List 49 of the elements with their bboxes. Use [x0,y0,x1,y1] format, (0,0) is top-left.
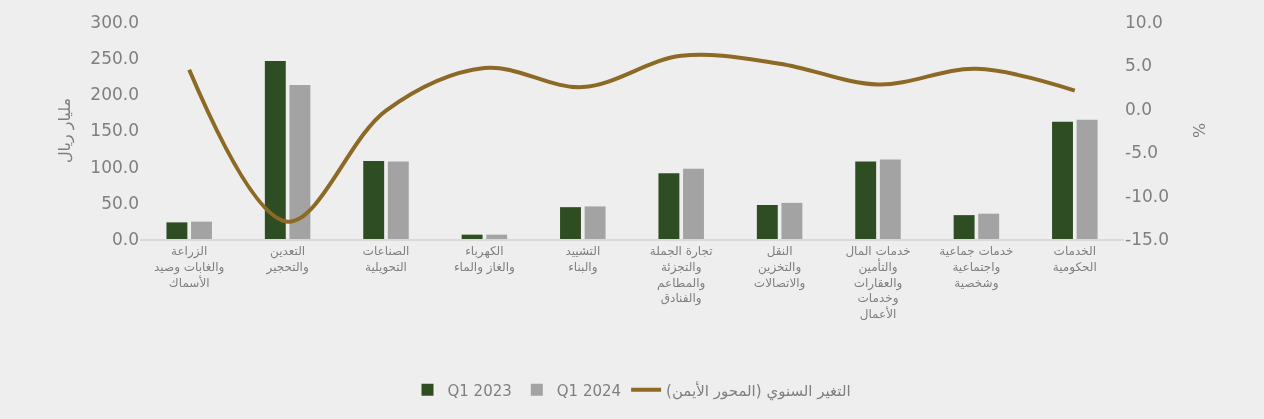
bar [584,206,606,239]
y2-tick-label: 5.0 [1125,55,1153,76]
y-tick-label: 50.0 [101,192,139,213]
bar [191,221,212,239]
x-tick-label: الخدمات الحكومية [1052,244,1097,275]
bar [1052,121,1073,239]
bar [363,160,385,239]
bar [1076,119,1098,239]
x-tick-label: التعدين والتحجير [265,244,309,275]
y-tick-label: 250.0 [90,48,139,69]
y-tick-label: 0.0 [111,228,139,249]
legend-label: التغير السنوي (المحور الأيمن) [666,380,851,401]
bar [264,61,286,239]
y2-tick-label: 10.0 [1125,11,1163,32]
y-tick-label: 300.0 [90,11,139,32]
bar [978,213,1000,239]
x-tick-label: خدمات المال والتأمين والعقارات وخدمات الأعمال [845,244,911,321]
bar [486,234,508,239]
bar [855,161,877,239]
bar [166,222,188,239]
x-tick-label: خدمات جماعية واجتماعية وشخصية [939,244,1014,291]
y-tick-label: 100.0 [90,156,139,177]
line-series [187,52,1077,224]
bar [781,202,803,239]
y2-tick-label: 0.0 [1125,98,1153,119]
legend-label: Q1 2023 [447,381,512,400]
y2-axis-title: % [1189,122,1209,139]
x-tick-label: تجارة الجملة والتجزئة والمطاعم والفنادق [649,244,713,307]
x-tick-label: النقل والتخزين والاتصالات [753,244,806,291]
bar [289,84,311,239]
y-tick-label: 200.0 [90,84,139,105]
bar [756,205,778,239]
y2-tick-label: -15.0 [1125,228,1169,249]
legend-label: Q1 2024 [556,381,622,400]
bar [879,159,901,239]
bar [560,207,581,239]
bar [658,173,680,239]
bar [953,215,975,239]
y-axis-title: مليار ريال [55,97,76,164]
bar [683,168,704,239]
y2-tick-label: -10.0 [1125,185,1169,206]
x-tick-label: الصناعات التحويلية [362,244,410,275]
bar [387,161,409,239]
x-tick-label: الزراعة والغابات وصيد الأسماك [154,244,225,290]
x-tick-label: الكهرباء والغاز والماء [453,244,515,275]
bar [461,234,483,239]
y2-tick-label: -5.0 [1125,142,1159,163]
y-tick-label: 150.0 [90,120,139,141]
x-tick-label: التشييد والبناء [565,244,601,275]
